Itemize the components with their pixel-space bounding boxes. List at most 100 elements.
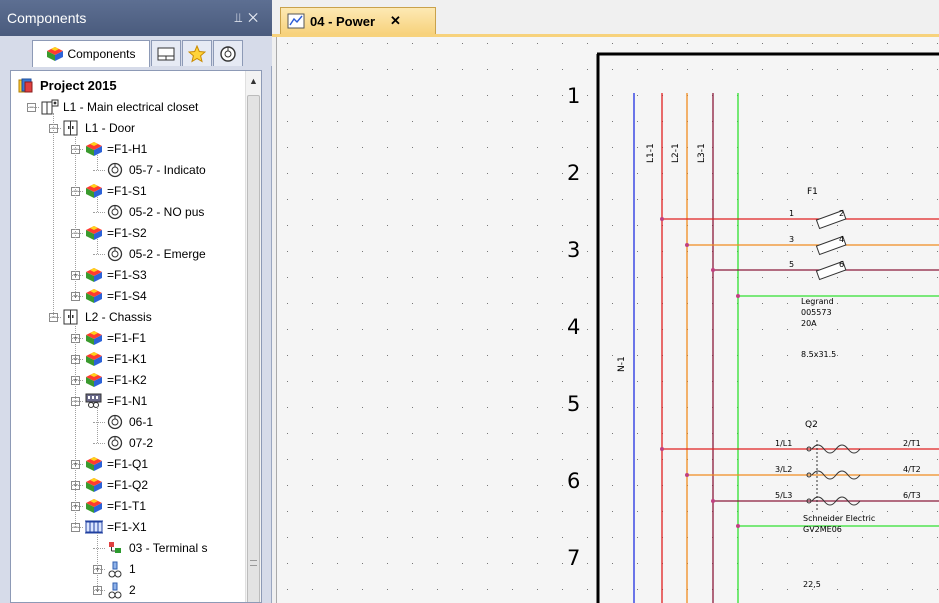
grid-dot: [512, 303, 513, 304]
junction-dot: [660, 447, 664, 451]
tree-item[interactable]: =F1-N1: [85, 391, 147, 411]
tree-item[interactable]: =F1-F1: [85, 328, 146, 348]
grid-dot: [762, 69, 763, 70]
grid-dot: [937, 511, 938, 512]
tree-item[interactable]: =F1-K1: [85, 349, 147, 369]
grid-dot: [562, 69, 563, 70]
grid-dot: [412, 381, 413, 382]
grid-dot: [537, 225, 538, 226]
tab-terminals[interactable]: [213, 40, 243, 66]
tree-item[interactable]: L2 - Chassis: [63, 307, 152, 327]
tree-item[interactable]: =F1-T1: [85, 496, 146, 516]
tab-layout[interactable]: [151, 40, 181, 66]
pin-icon[interactable]: ⫫: [234, 10, 249, 25]
grid-dot: [562, 381, 563, 382]
grid-dot: [387, 381, 388, 382]
grid-dot: [812, 69, 813, 70]
grid-dot: [362, 329, 363, 330]
tree-item[interactable]: 05-2 - NO pus: [107, 202, 204, 222]
grid-dot: [312, 433, 313, 434]
grid-dot: [362, 199, 363, 200]
breaker-q2[interactable]: Q2 1/L1 2/T1 3/L2 4/T2 5/L3 6/T3 Schneider Elec…: [775, 420, 921, 589]
grid-dot: [637, 511, 638, 512]
tree-item[interactable]: =F1-S3: [85, 265, 147, 285]
tree-item[interactable]: L1 - Main electrical closet: [41, 97, 198, 117]
scroll-thumb[interactable]: [247, 95, 260, 602]
schematic-canvas[interactable]: 1 2 3 4 5 6 7 N-1 L1-1 L2-1 L3-1 F1 1 2 3 4 5 6 Legrand 0…: [276, 37, 939, 603]
grid-dot: [762, 277, 763, 278]
grid-dot: [437, 485, 438, 486]
grid-dot: [462, 381, 463, 382]
grid-dot: [712, 43, 713, 44]
grid-dot: [487, 485, 488, 486]
tree-scrollbar[interactable]: ▲: [245, 71, 261, 602]
tree-item[interactable]: 2: [107, 580, 136, 600]
grid-dot: [837, 407, 838, 408]
grid-dot: [387, 459, 388, 460]
grid-dot: [487, 303, 488, 304]
grid-dot: [487, 459, 488, 460]
grid-dot: [837, 589, 838, 590]
tab-close-icon[interactable]: ✕: [390, 13, 401, 28]
tree-item[interactable]: =F1-X1: [85, 517, 147, 537]
grid-dot: [637, 329, 638, 330]
grid-dot: [537, 277, 538, 278]
grid-dot: [587, 381, 588, 382]
tab-04-power[interactable]: 04 - Power ✕: [280, 7, 436, 34]
tree-item[interactable]: 07-2: [107, 433, 153, 453]
tree-item[interactable]: L1 - Door: [63, 118, 135, 138]
grid-dot: [287, 407, 288, 408]
tree-item[interactable]: =F1-S2: [85, 223, 147, 243]
tree-item-label: 07-2: [129, 436, 154, 450]
grid-dot: [812, 537, 813, 538]
row-numbers: 1 2 3 4 5 6 7: [567, 84, 580, 570]
grid-dot: [837, 511, 838, 512]
breaker-coil-icon: [811, 470, 861, 480]
grid-dot: [937, 95, 938, 96]
tree-item[interactable]: 05-2 - Emerge: [107, 244, 206, 264]
tree-item[interactable]: =F1-S4: [85, 286, 147, 306]
fuse-f1[interactable]: F1 1 2 3 4 5 6 Legrand 005573 20A 8.5x31.5: [789, 187, 847, 359]
scroll-up-arrow-icon[interactable]: ▲: [249, 76, 258, 86]
grid-dot: [287, 43, 288, 44]
grid-dot: [912, 69, 913, 70]
tree-item[interactable]: 1: [107, 559, 136, 579]
grid-dot: [537, 329, 538, 330]
grid-dot: [612, 199, 613, 200]
tree-item[interactable]: 06-1: [107, 412, 153, 432]
panel-window-buttons[interactable]: ⫫✕: [235, 0, 264, 36]
tree-item[interactable]: Project 2015: [18, 76, 117, 96]
tab-components[interactable]: Components: [32, 40, 150, 67]
tree-item[interactable]: 05-7 - Indicato: [107, 160, 206, 180]
schematic-drawing[interactable]: 1 2 3 4 5 6 7 N-1 L1-1 L2-1 L3-1 F1 1 2 3 4 5 6 Legrand 0…: [277, 37, 939, 603]
document-tab-label: 04 - Power: [310, 13, 376, 29]
tree-item[interactable]: 03 - Terminal s: [107, 538, 207, 558]
tree-item[interactable]: =F1-Q2: [85, 475, 148, 495]
tab-favorites[interactable]: [182, 40, 212, 66]
grid-dot: [562, 355, 563, 356]
grid-dot: [562, 43, 563, 44]
grid-dot: [612, 43, 613, 44]
junction-dot: [685, 243, 689, 247]
grid-dot: [337, 407, 338, 408]
tree-item[interactable]: =F1-Q1: [85, 454, 148, 474]
grid-dot: [487, 407, 488, 408]
grid-dot: [412, 511, 413, 512]
grid-dot: [312, 121, 313, 122]
grid-dot: [812, 121, 813, 122]
grid-dot: [537, 121, 538, 122]
close-icon[interactable]: ✕: [248, 10, 264, 25]
grid-dot: [537, 173, 538, 174]
tree-item[interactable]: =F1-H1: [85, 139, 147, 159]
tree-item[interactable]: =F1-K2: [85, 370, 147, 390]
grid-dot: [437, 69, 438, 70]
grid-dot: [287, 459, 288, 460]
grid-dot: [337, 563, 338, 564]
grid-dot: [912, 225, 913, 226]
grid-dot: [862, 147, 863, 148]
grid-dot: [787, 303, 788, 304]
grid-dot: [787, 251, 788, 252]
tree-item[interactable]: =F1-S1: [85, 181, 147, 201]
grid-dot: [387, 303, 388, 304]
grid-dot: [887, 381, 888, 382]
